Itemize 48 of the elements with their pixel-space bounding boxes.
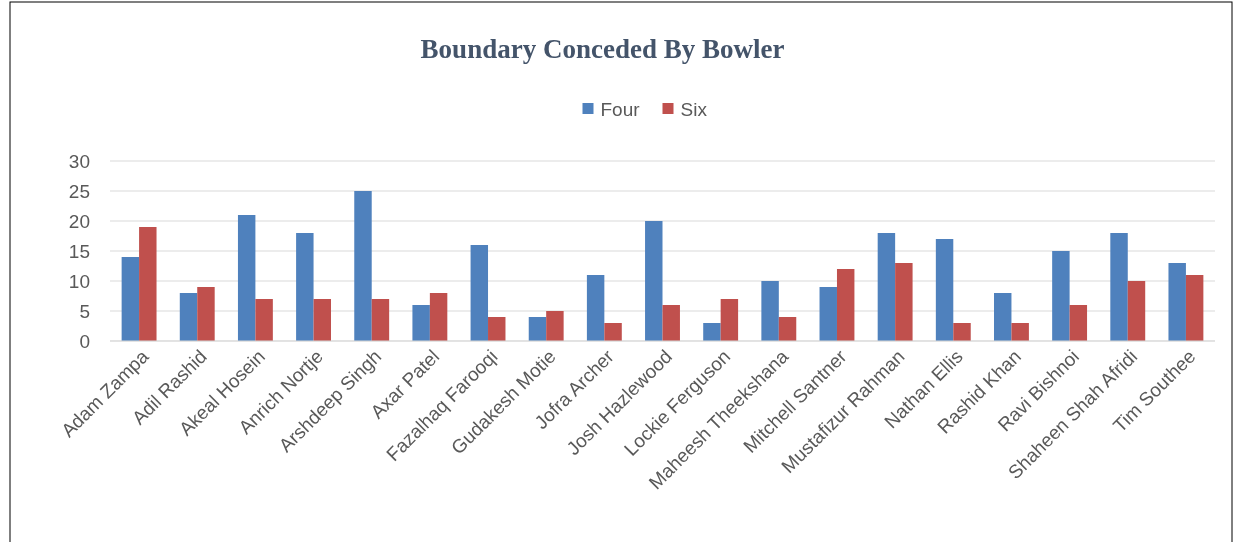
legend-label: Six [680, 98, 708, 120]
bar [371, 299, 390, 341]
bar [604, 323, 622, 341]
bar [354, 191, 372, 341]
bar [1052, 251, 1070, 341]
bar [1011, 323, 1029, 341]
bar [778, 317, 797, 341]
bar [720, 299, 739, 341]
bar [895, 263, 913, 341]
bar [179, 293, 198, 341]
bar [662, 305, 680, 341]
bar [836, 269, 855, 341]
legend-label: Four [600, 98, 641, 120]
y-tick-label: 10 [68, 270, 90, 292]
bar [470, 245, 489, 341]
bar [645, 221, 663, 341]
bar [703, 323, 721, 341]
bar [935, 239, 954, 341]
bar [1127, 281, 1146, 341]
y-tick-label: 15 [68, 240, 90, 262]
bar [819, 287, 837, 341]
bar [528, 317, 547, 341]
bar [139, 227, 157, 341]
bar [121, 257, 140, 341]
bar [1110, 233, 1128, 341]
bar [1168, 263, 1186, 341]
bar [429, 293, 448, 341]
y-tick-label: 20 [68, 210, 90, 232]
bar [586, 275, 605, 341]
bar [197, 287, 215, 341]
y-tick-label: 5 [79, 300, 90, 322]
y-tick-label: 0 [79, 330, 90, 352]
bar [877, 233, 896, 341]
bar [953, 323, 971, 341]
chart-title: Boundary Conceded By Bowler [420, 34, 785, 64]
bar [313, 299, 331, 341]
bar [1185, 275, 1204, 341]
bar [546, 311, 564, 341]
bar [488, 317, 506, 341]
bar [237, 215, 256, 341]
bar [1069, 305, 1088, 341]
bar [255, 299, 273, 341]
y-tick-label: 30 [68, 150, 90, 172]
y-tick-label: 25 [68, 180, 90, 202]
bar [994, 293, 1012, 341]
bar [761, 281, 779, 341]
bar [296, 233, 314, 341]
bar [412, 305, 430, 341]
